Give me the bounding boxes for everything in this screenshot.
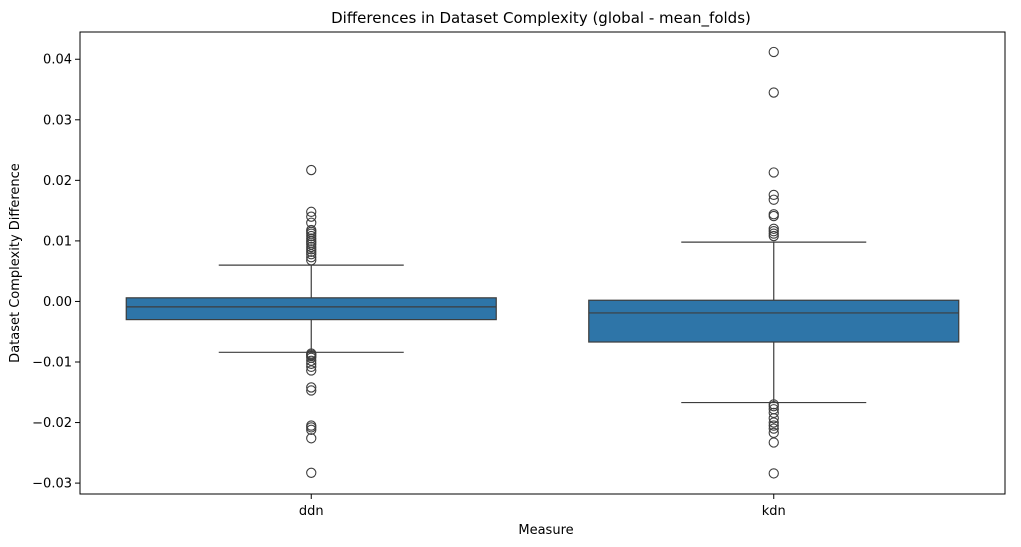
x-tick-label-ddn: ddn: [299, 504, 324, 519]
y-tick-label: −0.01: [32, 356, 72, 371]
outlier-point: [768, 46, 779, 58]
y-tick-label: 0.03: [43, 113, 72, 128]
outlier-point: [768, 194, 779, 205]
outlier-point: [306, 424, 317, 435]
iqr-box: [125, 297, 497, 321]
outlier-point: [306, 249, 317, 260]
outlier-point: [306, 246, 317, 257]
outlier-point: [306, 211, 317, 222]
outlier-point: [306, 206, 317, 217]
chart-title: Differences in Dataset Complexity (globa…: [331, 9, 751, 28]
y-axis: −0.03 −0.02 −0.01 0.00 0.01 0.02 0.03 0.04: [32, 53, 80, 492]
y-tick-label: −0.02: [32, 416, 72, 431]
outlier-point: [768, 401, 779, 412]
outlier-point: [306, 358, 317, 369]
boxes: [125, 46, 960, 479]
outlier-point: [306, 467, 317, 478]
y-axis-label: Dataset Complexity Difference: [8, 163, 23, 363]
y-tick-label: 0.00: [43, 295, 72, 310]
outlier-point: [306, 241, 317, 253]
outlier-point: [306, 233, 317, 244]
outlier-point: [768, 189, 779, 201]
outlier-point: [306, 217, 317, 228]
outlier-point: [768, 87, 779, 98]
iqr-box: [588, 299, 960, 343]
x-tick-label-kdn: kdn: [762, 504, 786, 519]
outlier-point: [306, 385, 317, 396]
outlier-point: [768, 420, 779, 431]
box-kdn: [588, 46, 960, 479]
outlier-point: [768, 417, 779, 428]
outlier-point: [306, 255, 317, 266]
x-axis-label: Measure: [518, 523, 573, 538]
outlier-point: [306, 361, 317, 372]
outlier-point: [768, 413, 779, 424]
outlier-point: [306, 164, 317, 176]
outlier-point: [768, 223, 779, 234]
box-ddn: [125, 164, 497, 478]
outlier-point: [306, 244, 317, 255]
y-tick-label: −0.03: [32, 477, 72, 492]
y-tick-label: 0.01: [43, 234, 72, 249]
y-tick-label: 0.02: [43, 174, 72, 189]
outlier-point: [768, 228, 779, 239]
x-axis: ddn kdn: [299, 494, 786, 519]
y-tick-label: 0.04: [43, 53, 72, 68]
outlier-point: [306, 382, 317, 393]
outlier-point: [768, 437, 779, 448]
outlier-point: [306, 422, 317, 433]
outlier-point: [768, 468, 779, 479]
outlier-point: [306, 433, 317, 444]
plot-frame: [79, 31, 1006, 495]
outlier-point: [306, 230, 317, 242]
outlier-point: [768, 210, 779, 222]
outlier-point: [768, 423, 779, 434]
outlier-point: [768, 226, 779, 237]
outlier-point: [768, 230, 779, 242]
outlier-point: [306, 252, 317, 263]
outlier-point: [306, 365, 317, 376]
outlier-point: [768, 167, 779, 178]
